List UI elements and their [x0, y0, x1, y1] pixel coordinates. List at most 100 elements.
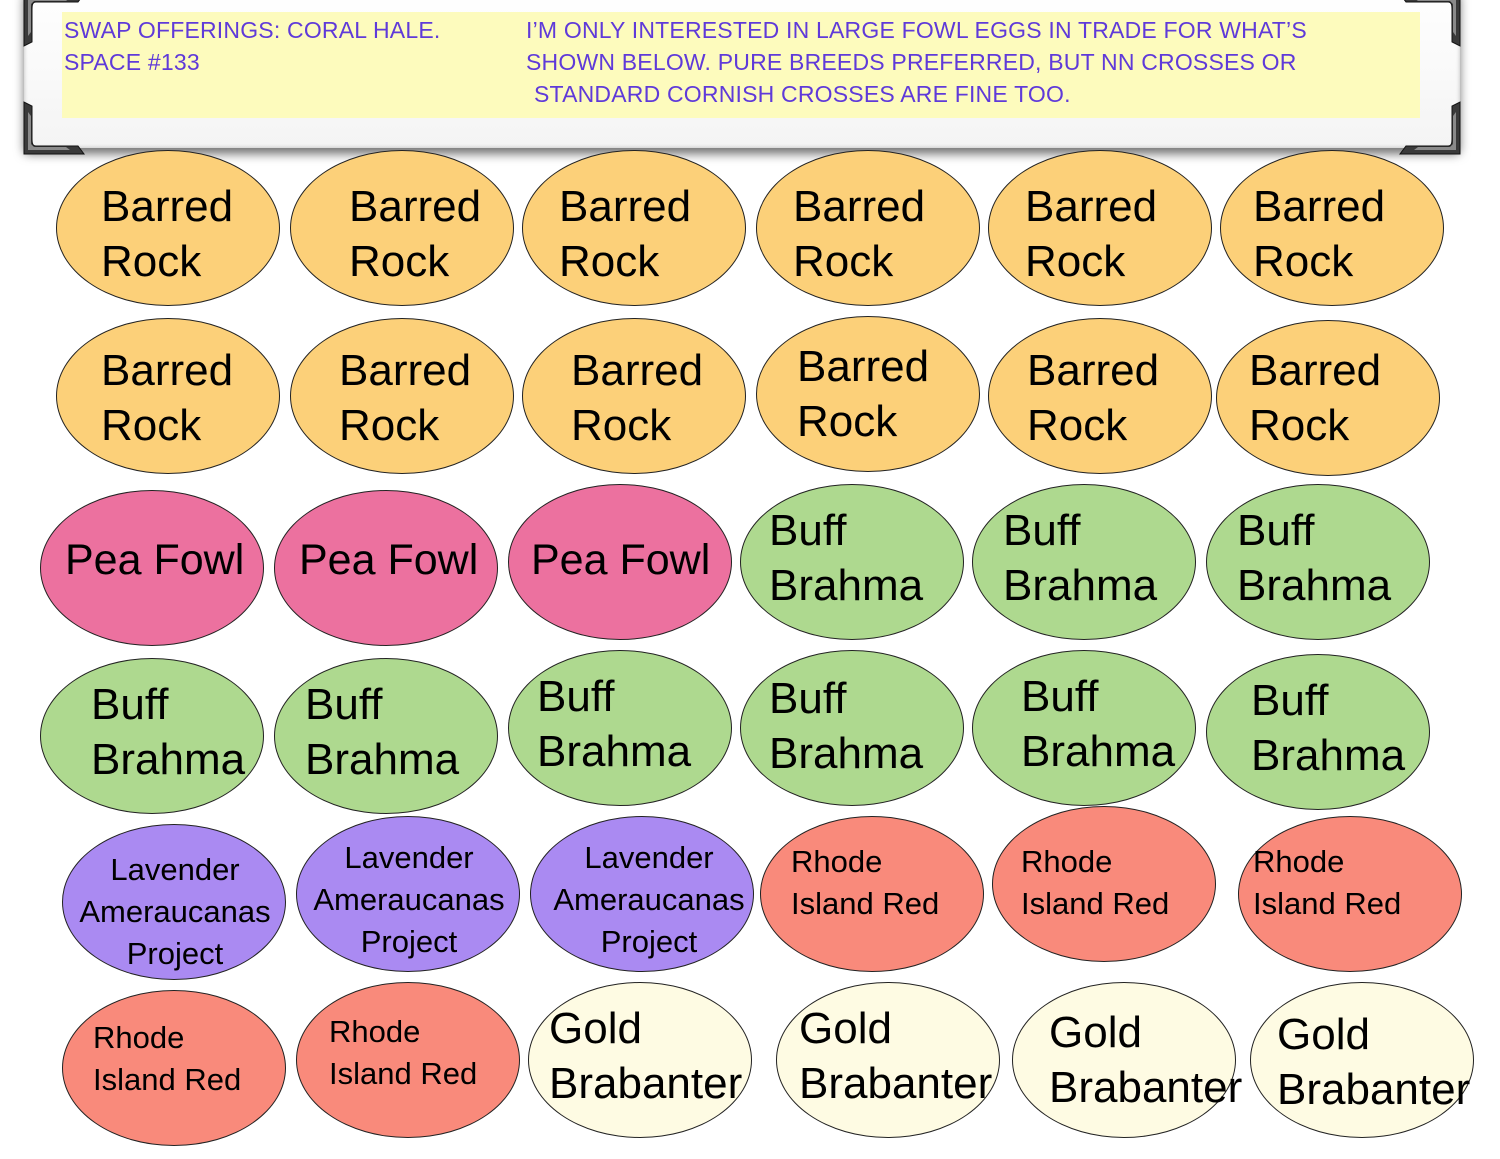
egg-label-line: Barred: [559, 182, 692, 231]
egg-label-line: Rhode: [1253, 844, 1345, 879]
egg-buff-brahma: Buff Brahma: [972, 484, 1196, 640]
egg-label-line: Barred: [1253, 182, 1386, 231]
egg-label: Pea Fowl: [299, 535, 478, 585]
egg-label-line: Buff: [305, 680, 383, 729]
egg-barred-rock: Barred Rock: [1220, 150, 1444, 306]
egg-label-line: Buff: [91, 680, 169, 729]
egg-label-line: Rock: [101, 237, 202, 286]
egg-label: Barred Rock: [1027, 343, 1159, 453]
egg-label-line: Project: [360, 924, 458, 959]
egg-label-line: Buff: [1003, 506, 1081, 555]
egg-label: Barred Rock: [101, 179, 233, 289]
egg-label: Pea Fowl: [65, 535, 244, 585]
egg-label-line: Rock: [1027, 401, 1128, 450]
egg-label-line: Lavender: [584, 840, 714, 875]
egg-label-line: Rock: [793, 237, 894, 286]
egg-label-line: Rock: [1253, 237, 1354, 286]
egg-label-line: Barred: [1025, 182, 1158, 231]
egg-label-line: Barred: [1249, 346, 1382, 395]
egg-label-line: Barred: [793, 182, 926, 231]
egg-lavender-ameraucanas-project: Lavender Ameraucanas Project: [62, 824, 286, 980]
egg-buff-brahma: Buff Brahma: [274, 658, 498, 814]
egg-label-line: Brahma: [91, 735, 246, 784]
egg-label: Buff Brahma: [1003, 503, 1157, 613]
egg-pea-fowl: Pea Fowl: [274, 490, 498, 646]
egg-label: Barred Rock: [571, 343, 703, 453]
egg-barred-rock: Barred Rock: [290, 150, 514, 306]
egg-label: Barred Rock: [1253, 179, 1385, 289]
egg-label: Rhode Island Red: [1253, 841, 1401, 925]
swap-note: SWAP OFFERINGS: CORAL HALE. SPACE #133 I…: [62, 12, 1420, 118]
egg-label-line: Brahma: [305, 735, 460, 784]
egg-label-line: Buff: [769, 506, 847, 555]
egg-label-line: Gold: [799, 1004, 892, 1053]
egg-label: Buff Brahma: [1021, 669, 1175, 779]
egg-buff-brahma: Buff Brahma: [740, 650, 964, 806]
egg-label-line: Barred: [797, 342, 930, 391]
egg-label-line: Rock: [349, 237, 450, 286]
egg-label: Barred Rock: [1249, 343, 1381, 453]
egg-label-line: Island Red: [791, 886, 940, 921]
egg-label-line: Brabanter: [799, 1059, 993, 1108]
egg-rhode-island-red: Rhode Island Red: [760, 816, 984, 972]
egg-gold-brabanter: Gold Brabanter: [1012, 982, 1242, 1138]
egg-barred-rock: Barred Rock: [756, 150, 980, 306]
egg-label-line: Rock: [1025, 237, 1126, 286]
egg-label-line: Brahma: [1251, 731, 1406, 780]
egg-label-line: Barred: [339, 346, 472, 395]
egg-label: Lavender Ameraucanas Project: [63, 849, 287, 975]
egg-gold-brabanter: Gold Brabanter: [776, 982, 1000, 1138]
egg-label-line: Barred: [101, 346, 234, 395]
egg-label-line: Rock: [339, 401, 440, 450]
egg-label-line: Ameraucanas: [79, 894, 271, 929]
egg-label-line: Island Red: [1021, 886, 1170, 921]
egg-label-line: Lavender: [344, 840, 474, 875]
egg-label: Rhode Island Red: [1021, 841, 1169, 925]
egg-barred-rock: Barred Rock: [56, 318, 280, 474]
egg-label: Buff Brahma: [769, 671, 923, 781]
egg-label-line: Brahma: [1003, 561, 1158, 610]
egg-gold-brabanter: Gold Brabanter: [1250, 982, 1474, 1138]
egg-label: Buff Brahma: [769, 503, 923, 613]
frame-corner-ornament-icon: [22, 100, 86, 156]
egg-label-line: Lavender: [110, 852, 240, 887]
egg-label-line: Rock: [1249, 401, 1350, 450]
egg-label: Rhode Island Red: [791, 841, 939, 925]
egg-label: Buff Brahma: [1251, 673, 1405, 783]
egg-label-line: Buff: [769, 674, 847, 723]
egg-label: Rhode Island Red: [93, 1017, 241, 1101]
egg-label-line: Brahma: [769, 729, 924, 778]
frame-corner-ornament-icon: [1398, 0, 1462, 48]
egg-label-line: Buff: [537, 672, 615, 721]
egg-label: Barred Rock: [559, 179, 691, 289]
egg-label-line: Island Red: [1253, 886, 1402, 921]
egg-barred-rock: Barred Rock: [756, 316, 980, 472]
egg-lavender-ameraucanas-project: Lavender Ameraucanas Project: [296, 816, 520, 972]
egg-rhode-island-red: Rhode Island Red: [62, 990, 286, 1146]
egg-label-line: Ameraucanas: [313, 882, 505, 917]
egg-label-line: Rhode: [791, 844, 883, 879]
egg-label-line: Rhode: [93, 1020, 185, 1055]
egg-label-line: Rhode: [1021, 844, 1113, 879]
egg-label: Barred Rock: [101, 343, 233, 453]
frame-corner-ornament-icon: [1398, 100, 1462, 156]
egg-label-line: Gold: [1277, 1010, 1370, 1059]
egg-label-line: Ameraucanas: [553, 882, 745, 917]
egg-label-line: Island Red: [329, 1056, 478, 1091]
egg-label: Barred Rock: [793, 179, 925, 289]
trade-terms-line: I’M ONLY INTERESTED IN LARGE FOWL EGGS I…: [526, 17, 1307, 43]
egg-barred-rock: Barred Rock: [988, 150, 1212, 306]
egg-label-line: Pea Fowl: [531, 536, 711, 584]
egg-buff-brahma: Buff Brahma: [508, 650, 732, 806]
egg-label-line: Buff: [1251, 676, 1329, 725]
egg-rhode-island-red: Rhode Island Red: [1238, 816, 1462, 972]
egg-label-line: Brahma: [1021, 727, 1176, 776]
egg-label-line: Rock: [571, 401, 672, 450]
egg-label-line: Brahma: [1237, 561, 1392, 610]
egg-barred-rock: Barred Rock: [1216, 320, 1440, 476]
egg-label: Lavender Ameraucanas Project: [537, 837, 761, 963]
egg-barred-rock: Barred Rock: [522, 150, 746, 306]
egg-label-line: Project: [600, 924, 698, 959]
swap-title-line: SWAP OFFERINGS: CORAL HALE.: [64, 17, 441, 43]
